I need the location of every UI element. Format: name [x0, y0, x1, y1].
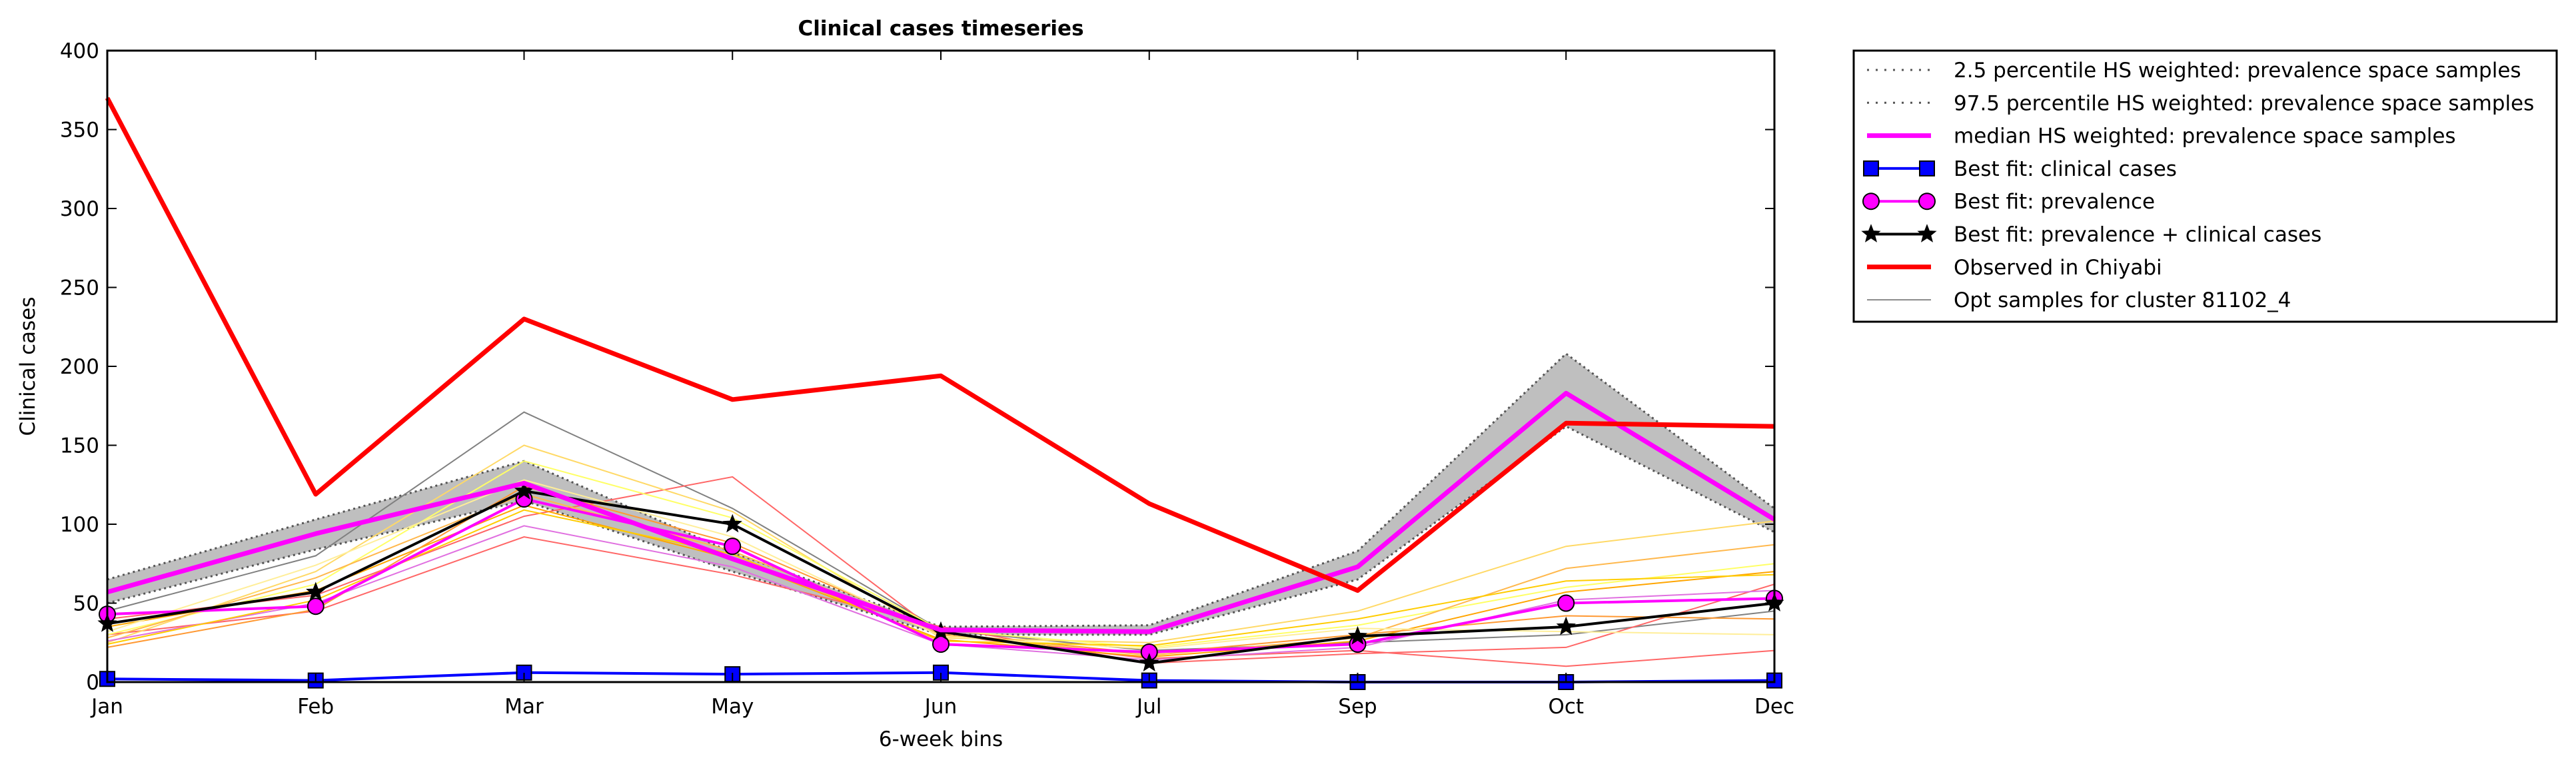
legend-marker: [1861, 224, 1881, 242]
series-line: [107, 390, 1776, 634]
legend-item: median HS weighted: prevalence space sam…: [1867, 125, 2456, 149]
legend-marker: [1919, 160, 1935, 177]
x-axis-label: 6-week bins: [879, 727, 1003, 751]
percentile-band-fill: [107, 354, 1774, 635]
y-tick-label: 300: [60, 197, 99, 221]
legend-item: Opt samples for cluster 81102_4: [1867, 288, 2291, 312]
series-group: [107, 390, 1776, 634]
legend-item: Best fit: clinical cases: [1863, 157, 2177, 181]
legend-item: 2.5 percentile HS weighted: prevalence s…: [1867, 59, 2521, 83]
y-tick-label: 200: [60, 355, 99, 379]
legend-label: 97.5 percentile HS weighted: prevalence …: [1954, 91, 2534, 115]
legend-label: 2.5 percentile HS weighted: prevalence s…: [1954, 59, 2521, 83]
series-point: [722, 514, 742, 533]
series-group: [105, 97, 1775, 593]
legend-marker: [1918, 193, 1936, 210]
y-tick-label: 0: [86, 671, 99, 695]
series-point: [724, 538, 742, 556]
x-tick-label: Mar: [504, 695, 544, 719]
y-axis: 0 50 100 150 200 250 300 350 400: [60, 39, 1774, 695]
series-point: [306, 581, 326, 601]
upper-percentile-line: [107, 352, 1775, 628]
legend-label: Best fit: prevalence: [1954, 190, 2155, 214]
y-tick-label: 400: [60, 39, 99, 63]
legend-items: 2.5 percentile HS weighted: prevalence s…: [1861, 59, 2534, 312]
y-tick-label: 150: [60, 434, 99, 458]
series-point: [1557, 594, 1575, 612]
legend-label: Opt samples for cluster 81102_4: [1954, 288, 2291, 312]
plot-area: [97, 49, 1784, 690]
y-tick-label: 350: [60, 119, 99, 143]
legend-item: Observed in Chiyabi: [1867, 256, 2162, 280]
y-tick-label: 250: [60, 276, 99, 300]
legend-item: Best fit: prevalence + clinical cases: [1861, 223, 2321, 247]
x-tick-label: Oct: [1548, 695, 1584, 719]
chart-title: Clinical cases timeseries: [798, 17, 1083, 41]
legend-label: Best fit: prevalence + clinical cases: [1954, 223, 2321, 247]
x-tick-label: May: [711, 695, 754, 719]
legend-item: 97.5 percentile HS weighted: prevalence …: [1867, 91, 2534, 115]
x-tick-label: Dec: [1754, 695, 1794, 719]
y-tick-label: 50: [73, 592, 99, 616]
legend-marker: [1862, 193, 1880, 210]
series-point: [932, 635, 950, 653]
series-line: [105, 97, 1775, 593]
x-tick-label: Feb: [297, 695, 334, 719]
x-tick-label: Jul: [1135, 695, 1161, 719]
series-point: [1347, 625, 1368, 645]
legend-label: Observed in Chiyabi: [1954, 256, 2162, 280]
sample-line: [107, 444, 1775, 643]
x-tick-label: Jan: [90, 695, 123, 719]
y-tick-label: 100: [60, 513, 99, 537]
legend-marker: [1863, 160, 1879, 177]
x-tick-label: Jun: [924, 695, 957, 719]
legend-item: Best fit: prevalence: [1862, 190, 2155, 214]
percentile-band: [107, 352, 1775, 636]
series-point: [1139, 653, 1159, 672]
legend-marker: [1917, 224, 1937, 242]
series-point: [1556, 616, 1576, 635]
legend-frame: [1852, 49, 2558, 323]
x-tick-label: Sep: [1338, 695, 1377, 719]
legend: 2.5 percentile HS weighted: prevalence s…: [1852, 49, 2558, 323]
x-axis: Jan Feb Mar May Jun Jul Sep Oct Dec: [90, 51, 1794, 719]
y-axis-label: Clinical cases: [16, 296, 40, 436]
series-point: [307, 597, 324, 615]
legend-label: Best fit: clinical cases: [1954, 157, 2177, 181]
legend-label: median HS weighted: prevalence space sam…: [1954, 125, 2456, 149]
